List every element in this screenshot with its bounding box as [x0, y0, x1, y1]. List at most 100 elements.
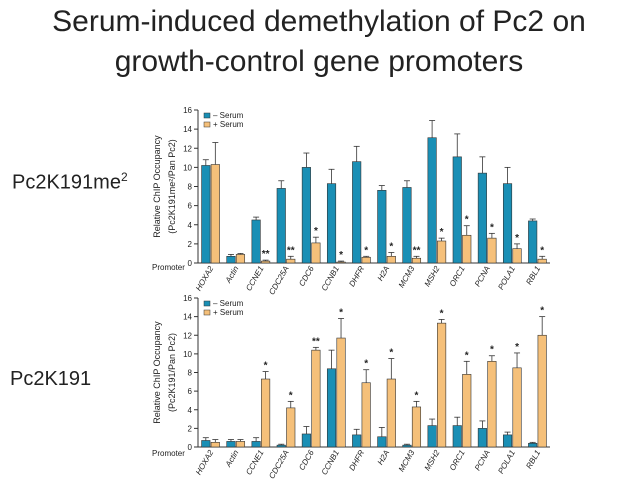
- top-significance-pcna: *: [490, 222, 494, 233]
- top-y-tick-label: 10: [183, 163, 192, 172]
- bottom-significance-cdc6: **: [312, 336, 320, 347]
- bottom-chart: 0 2 4 6 8 10 12 14 16 Relative ChIP Occupancy (Pc2…: [152, 294, 550, 479]
- bottom-bar-minus-serum-orc1: [452, 425, 462, 448]
- bottom-bar-plus-serum-mcm3: [411, 406, 422, 448]
- top-significance-cdc6: *: [314, 226, 318, 237]
- top-bar-plus-serum-msh2: [437, 240, 447, 264]
- top-bar-plus-serum-actin: [235, 254, 246, 264]
- bottom-category-label-mcm3: MCM3: [397, 448, 417, 473]
- top-chart-label-superscript: 2: [120, 170, 128, 184]
- bottom-y-tick-label: 14: [183, 313, 192, 322]
- bottom-legend-swatch-minus-serum: [203, 300, 211, 307]
- bottom-category-label-pola1: POLA1: [496, 449, 517, 476]
- bottom-bar-plus-serum-pola1: [512, 367, 522, 448]
- bottom-x-axis-label: Promoter: [152, 449, 185, 458]
- top-x-axis-label: Promoter: [152, 263, 185, 272]
- top-bar-plus-serum-hoxa2: [210, 164, 220, 264]
- top-y-tick-label: 14: [183, 125, 192, 134]
- bottom-significance-rbl1: *: [540, 306, 544, 317]
- bottom-category-label-cdc6: CDC6: [297, 448, 316, 472]
- top-legend-label-plus-serum: + Serum: [213, 120, 244, 129]
- top-bar-plus-serum-rbl1: [537, 258, 547, 264]
- top-y-tick-label: 12: [183, 144, 192, 153]
- top-bar-minus-serum-cdc25a: [276, 188, 286, 264]
- bottom-bar-minus-serum-dhfr: [352, 434, 362, 448]
- bottom-significance-msh2: *: [440, 308, 444, 319]
- bottom-category-label-ccnb1: CCNB1: [320, 449, 341, 477]
- bottom-category-label-pcna: PCNA: [473, 448, 492, 472]
- top-category-label-cdc25a: CDC25A: [267, 265, 291, 297]
- top-bar-minus-serum-actin: [226, 256, 236, 264]
- top-significance-ccnb1: *: [339, 250, 343, 261]
- top-y-tick-label: 8: [188, 183, 193, 192]
- bottom-bar-minus-serum-msh2: [427, 425, 437, 448]
- top-category-label-pola1: POLA1: [496, 265, 517, 292]
- bottom-bar-minus-serum-pcna: [477, 428, 487, 448]
- top-category-label-dhfr: DHFR: [347, 264, 366, 288]
- bottom-category-label-ccne1: CCNE1: [244, 449, 265, 477]
- top-category-label-actin: Actin: [223, 264, 240, 285]
- bottom-category-label-dhfr: DHFR: [347, 448, 366, 472]
- bottom-legend-swatch-plus-serum: [203, 309, 211, 316]
- bottom-bar-minus-serum-hoxa2: [201, 440, 211, 448]
- bottom-y-tick-label: 10: [183, 350, 192, 359]
- bottom-category-label-h2a: H2A: [376, 449, 392, 467]
- bottom-category-label-cdc25a: CDC25A: [267, 449, 291, 479]
- bottom-significance-pola1: *: [515, 342, 519, 353]
- top-y-axis-label-line-2: (Pc2K191me²/Pan Pc2): [167, 139, 177, 234]
- top-significance-h2a: *: [389, 241, 393, 252]
- top-significance-orc1: *: [465, 215, 469, 226]
- bottom-bar-minus-serum-cdc6: [301, 433, 311, 448]
- bottom-bar-minus-serum-ccne1: [251, 441, 261, 448]
- top-y-tick-label: 16: [183, 106, 192, 115]
- top-chart: 0 2 4 6 8 10 12 14 16 Relative ChIP Occupancy (Pc2…: [152, 106, 550, 296]
- bottom-bar-plus-serum-actin: [235, 441, 246, 448]
- top-significance-rbl1: *: [540, 245, 544, 256]
- bottom-significance-h2a: *: [389, 348, 393, 359]
- top-legend-swatch-minus-serum: [203, 112, 211, 119]
- bottom-y-tick-label: 6: [188, 387, 193, 396]
- top-significance-pola1: *: [515, 233, 519, 244]
- top-bar-minus-serum-dhfr: [352, 161, 362, 264]
- bottom-bar-plus-serum-dhfr: [361, 382, 371, 448]
- bottom-bar-minus-serum-rbl1: [528, 442, 538, 448]
- top-category-label-hoxa2: HOXA2: [194, 264, 216, 292]
- top-category-label-h2a: H2A: [376, 265, 392, 283]
- top-significance-ccne1: **: [262, 249, 270, 260]
- top-bar-minus-serum-ccne1: [251, 219, 261, 264]
- top-y-tick-label: 4: [188, 221, 193, 230]
- top-category-label-ccne1: CCNE1: [244, 265, 265, 293]
- top-bar-plus-serum-cdc6: [311, 242, 321, 264]
- top-significance-cdc25a: **: [287, 245, 295, 256]
- bottom-bar-minus-serum-h2a: [377, 436, 387, 448]
- top-category-label-rbl1: RBL1: [524, 265, 542, 287]
- bottom-bar-plus-serum-ccnb1: [336, 337, 346, 448]
- top-bar-plus-serum-ccne1: [261, 260, 271, 264]
- top-category-label-msh2: MSH2: [423, 264, 442, 288]
- bottom-significance-pcna: *: [490, 345, 494, 356]
- bottom-bar-minus-serum-ccnb1: [326, 368, 337, 448]
- top-bar-minus-serum-pola1: [502, 183, 513, 264]
- bottom-bar-plus-serum-hoxa2: [210, 442, 220, 448]
- bottom-y-tick-label: 2: [188, 424, 193, 433]
- top-bar-minus-serum-h2a: [377, 190, 387, 264]
- bottom-category-label-orc1: ORC1: [448, 449, 467, 473]
- top-y-axis-label-line-1: Relative ChIP Occupancy: [152, 135, 162, 238]
- top-bar-minus-serum-msh2: [427, 137, 437, 264]
- top-bar-plus-serum-pola1: [512, 248, 522, 264]
- top-significance-dhfr: *: [364, 245, 368, 256]
- top-bar-minus-serum-orc1: [452, 156, 462, 264]
- bottom-significance-dhfr: *: [364, 359, 368, 370]
- top-bar-plus-serum-mcm3: [411, 257, 422, 264]
- top-category-label-orc1: ORC1: [448, 265, 467, 289]
- top-chart-label: Pc2K191me2: [12, 170, 128, 195]
- top-bar-minus-serum-mcm3: [402, 187, 412, 264]
- bottom-bar-plus-serum-cdc6: [311, 349, 321, 448]
- bottom-significance-cdc25a: *: [289, 390, 293, 401]
- top-bar-plus-serum-ccnb1: [336, 261, 346, 264]
- top-category-label-mcm3: MCM3: [397, 264, 417, 289]
- top-bar-minus-serum-cdc6: [301, 167, 311, 264]
- bottom-significance-ccnb1: *: [339, 307, 343, 318]
- top-category-label-ccnb1: CCNB1: [320, 265, 341, 293]
